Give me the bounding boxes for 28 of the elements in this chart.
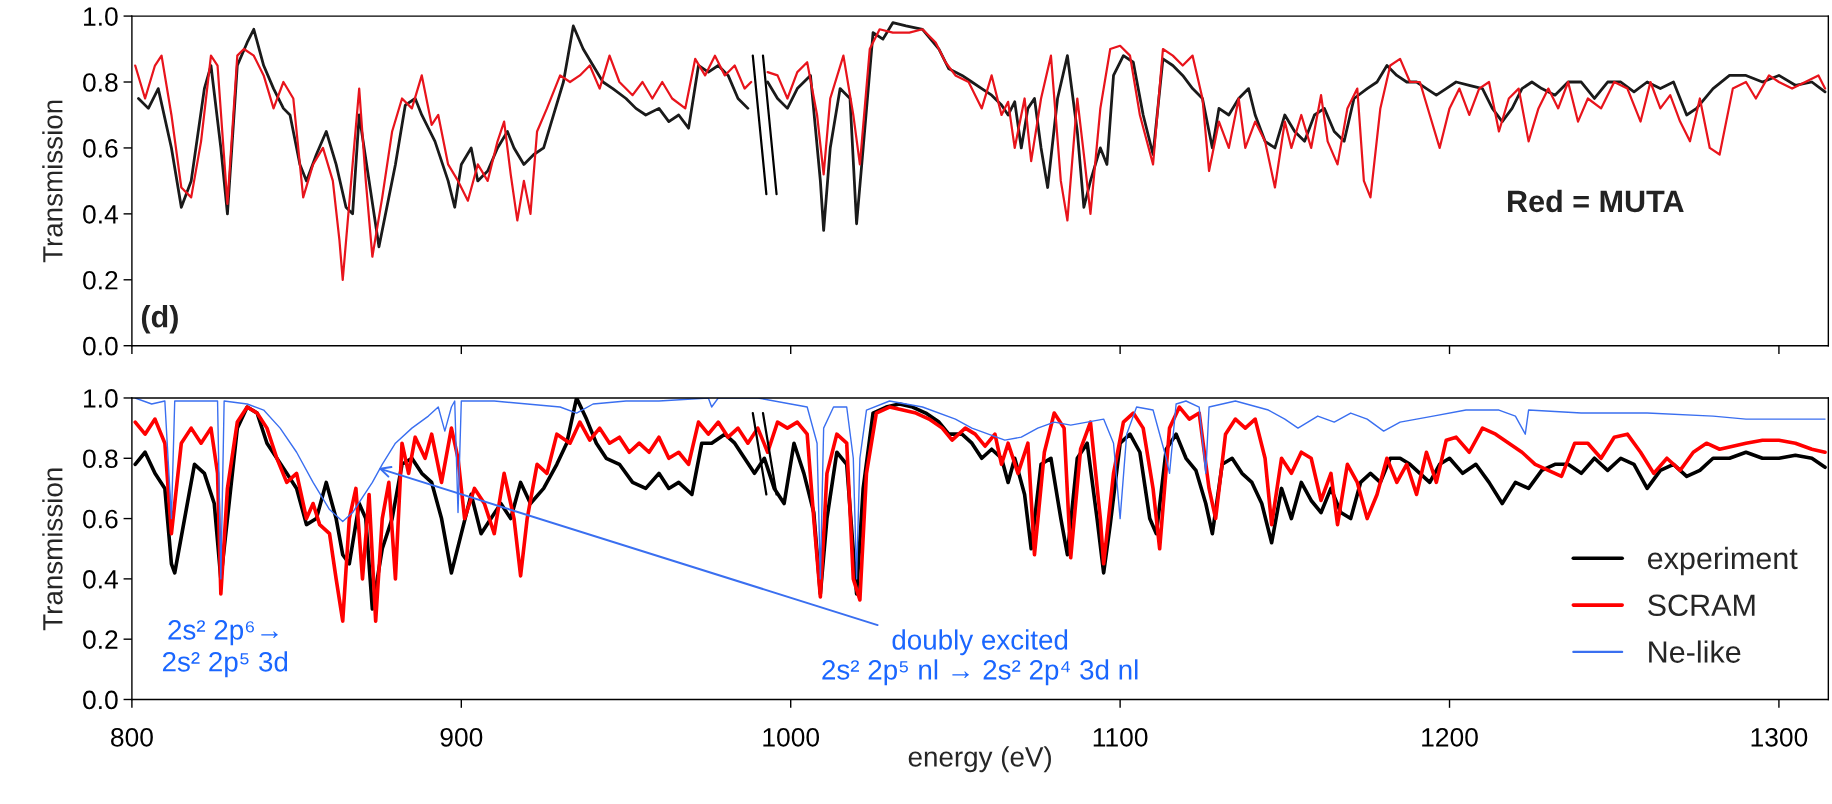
y-tick-label: 0.4 xyxy=(83,205,118,224)
y-tick-label: 0.8 xyxy=(83,73,118,92)
x-tick-label: 1000 xyxy=(763,727,820,747)
x-tick-label: 900 xyxy=(440,727,483,747)
legend-label: Ne-like xyxy=(1649,640,1741,663)
legend-label: SCRAM xyxy=(1648,594,1755,617)
y-tick-label: 0.6 xyxy=(83,509,118,529)
x-tick-label: 1100 xyxy=(1093,727,1148,747)
x-tick-label: 1300 xyxy=(1751,727,1808,747)
annotation: (d) xyxy=(141,305,178,334)
x-tick-label: 1200 xyxy=(1422,727,1478,747)
y-tick-label: 0.8 xyxy=(83,449,118,469)
y-tick-label: 1.0 xyxy=(84,7,118,26)
annotation: doubly excited 2s² 2p⁵ nl → 2s² 2p⁴ 3d nl xyxy=(822,629,1138,686)
y-tick-label: 0.0 xyxy=(83,336,118,356)
y-tick-label: 0.4 xyxy=(83,570,118,589)
y-tick-label: 0.2 xyxy=(83,270,118,290)
x-tick-label: 800 xyxy=(111,727,153,747)
y-tick-label: 0.0 xyxy=(83,690,118,710)
y-tick-label: 1.0 xyxy=(84,389,118,408)
x-axis-title: energy (eV) xyxy=(908,746,1051,773)
annotation: 2s² 2p⁶→ 2s² 2p⁵ 3d xyxy=(162,620,288,678)
y-tick-label: 0.6 xyxy=(83,139,118,158)
legend-label: experiment xyxy=(1647,546,1798,576)
y-axis-title: Transmission xyxy=(42,100,63,263)
y-tick-label: 0.2 xyxy=(83,630,118,649)
y-axis-title: Transmission xyxy=(42,468,63,631)
annotation: Red = MUTA xyxy=(1508,189,1684,213)
